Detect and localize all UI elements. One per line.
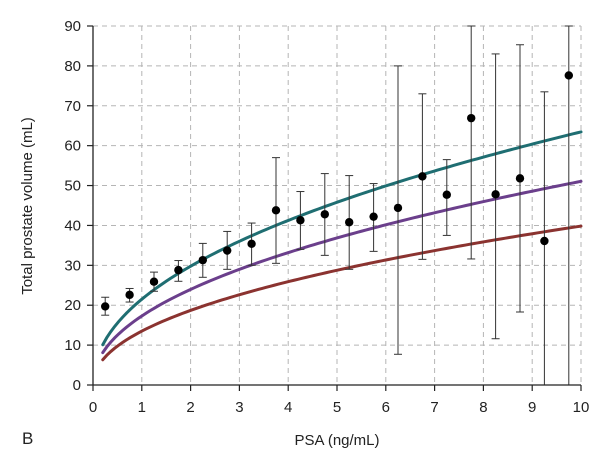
data-point (515, 174, 525, 183)
x-tick-label: 4 (284, 399, 292, 416)
data-point (174, 265, 183, 275)
data-points (101, 71, 573, 311)
y-tick-label: 40 (64, 217, 81, 234)
y-tick-label: 70 (64, 98, 81, 115)
x-tick-label: 0 (89, 399, 97, 416)
y-axis-label: Total prostate volume (mL) (19, 117, 36, 295)
data-point (393, 203, 403, 213)
series-line-2 (101, 179, 583, 355)
data-point (564, 71, 573, 80)
data-point (296, 216, 305, 225)
x-tick-labels: 0 1 2 3 4 5 6 7 8 9 10 (89, 399, 590, 416)
data-point (442, 190, 451, 199)
data-point (247, 239, 256, 248)
x-tick-label: 1 (138, 399, 146, 416)
data-point (125, 290, 134, 300)
regression-curves (101, 130, 583, 362)
data-point (223, 246, 232, 255)
x-tick-label: 10 (573, 399, 590, 416)
y-tick-labels: 0 10 20 30 40 50 60 70 80 90 (64, 18, 81, 394)
data-point (418, 172, 427, 181)
x-tick-label: 3 (235, 399, 243, 416)
y-tick-label: 10 (64, 337, 81, 354)
data-point (149, 277, 159, 286)
data-point (101, 302, 110, 311)
x-tick-label: 6 (382, 399, 390, 416)
x-tick-label: 5 (333, 399, 341, 416)
y-tick-label: 60 (64, 138, 81, 155)
y-tick-label: 80 (64, 58, 81, 75)
panel-label: B (22, 429, 33, 448)
y-tick-label: 0 (73, 377, 81, 394)
data-point (320, 210, 329, 219)
x-axis-label: PSA (ng/mL) (294, 432, 379, 449)
data-point (369, 212, 378, 221)
error-bars (101, 25, 573, 386)
data-point (540, 236, 549, 246)
x-tick-label: 8 (479, 399, 487, 416)
y-tick-label: 90 (64, 18, 81, 35)
series-line-3 (101, 224, 583, 362)
axes (87, 25, 582, 391)
y-tick-label: 50 (64, 178, 81, 195)
grid (93, 25, 582, 385)
data-point (467, 113, 476, 123)
data-point (271, 206, 281, 215)
data-point (345, 218, 354, 227)
y-tick-label: 20 (64, 297, 81, 314)
data-point (491, 190, 500, 199)
data-point (198, 255, 207, 265)
x-tick-label: 7 (430, 399, 438, 416)
x-tick-label: 9 (528, 399, 536, 416)
x-tick-label: 2 (186, 399, 194, 416)
y-tick-label: 30 (64, 257, 81, 274)
